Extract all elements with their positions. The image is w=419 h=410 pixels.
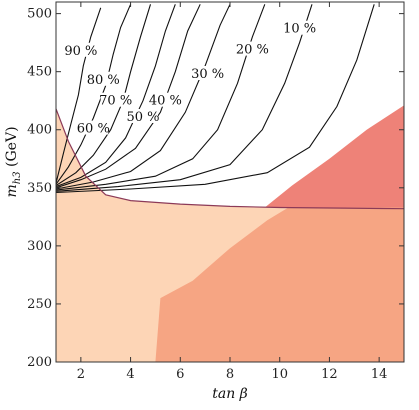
contour-line-6 [56,4,231,190]
boundary-line [56,108,404,210]
contour-label-1: 90 % [64,44,97,59]
contour-label-bg-1 [65,42,96,57]
contour-label-4: 60 % [77,122,110,137]
boundary-layer [56,108,404,210]
x-tick-label: 10 [271,367,288,382]
contour-label-bg-5 [128,108,158,123]
y-axis-label-main: m [4,184,20,197]
contour-line-3 [56,4,152,186]
y-tick-label: 500 [27,7,52,22]
contour-label-bg-3 [100,92,131,107]
contour-label-2: 80 % [87,73,120,88]
regions-layer [56,105,404,362]
x-tick-label: 8 [226,367,234,382]
contour-label-bg-7 [192,66,223,80]
contour-label-3: 70 % [99,94,132,109]
contour-line-1 [56,7,102,184]
x-axis-label: tan β [212,386,248,402]
contour-label-6: 40 % [149,94,182,109]
y-tick-label: 200 [27,355,52,370]
x-tick-label: 4 [126,367,134,382]
contour-label-bg-4 [78,120,109,135]
y-axis-label: mh3 (GeV) [4,126,23,197]
x-tick-label: 12 [321,367,338,382]
contour-line-2 [56,4,132,185]
ticks-layer: 2 4 6 8 10 12 14 200 250 300 350 400 450 500 [27,2,404,382]
contour-label-5: 50 % [126,110,159,125]
contour-label-9: 10 % [283,22,316,37]
x-tick-label: 14 [371,367,388,382]
contour-line-8 [56,4,313,192]
y-tick-label: 450 [27,65,52,80]
x-tick-label: 6 [176,367,184,382]
contour-label-bg-9 [284,20,315,35]
contour-label-bg-8 [237,41,268,56]
contour-line-5 [56,4,201,189]
y-tick-label: 400 [27,123,52,138]
y-axis-label-unit: (GeV) [4,126,20,171]
dark-region [264,105,404,208]
contour-label-8: 20 % [236,43,269,58]
contour-label-bg-2 [88,71,119,86]
contour-line-9 [56,4,375,194]
contour-label-bg-6 [150,92,181,107]
y-tick-label: 350 [27,181,52,196]
contour-labels-layer: 90 % 80 % 70 % 60 % 50 %40 % 30 % 20 % 10 % [64,20,316,137]
contour-label-7: 30 % [191,67,224,82]
x-tick-label: 2 [77,367,85,382]
mid-region [155,205,404,362]
y-tick-label: 250 [27,297,52,312]
x-axis-label-text: tan β [212,386,248,402]
y-tick-label: 300 [27,239,52,254]
y-axis-label-sub: h3 [12,171,23,184]
